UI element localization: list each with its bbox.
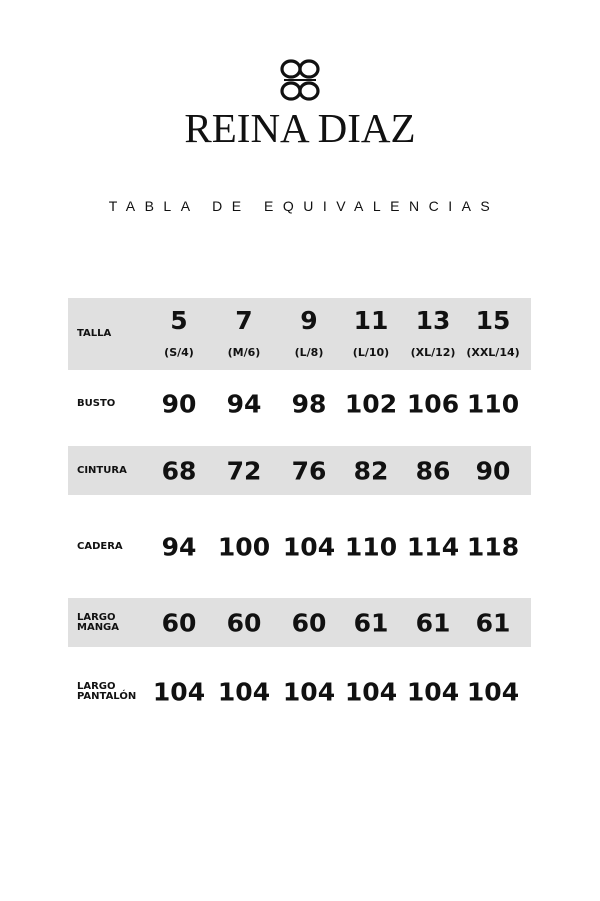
measurement-cell: 102	[344, 389, 398, 418]
row-label: CADERA	[77, 540, 123, 552]
size-number: 5	[170, 306, 188, 335]
row-label: LARGO MANGA	[77, 611, 120, 633]
brand-name: REINA DIAZ	[184, 105, 416, 151]
size-number: 15	[475, 306, 511, 335]
table-row: CINTURA 68 72 76 82 86 90	[68, 446, 531, 495]
row-label-line: CINTURA	[77, 464, 127, 476]
measurement-cell: 94	[161, 532, 197, 561]
measurement-cell: 90	[475, 456, 511, 485]
measurement-cell: 100	[217, 532, 271, 561]
measurement-cell: 60	[226, 608, 262, 637]
measurement-cell: 118	[466, 532, 520, 561]
measurement-cell: 104	[282, 532, 336, 561]
measurement-cell: 104	[217, 677, 271, 706]
size-number: 9	[300, 306, 318, 335]
measurement-cell: 61	[415, 608, 451, 637]
size-equivalent: (XXL/14)	[466, 346, 520, 359]
table-row: LARGO MANGA 60 60 60 61 61 61	[68, 598, 531, 647]
measurement-cell: 104	[406, 677, 460, 706]
table-row: BUSTO 90 94 98 102 106 110	[68, 379, 531, 428]
measurement-cell: 60	[291, 608, 327, 637]
measurement-cell: 110	[466, 389, 520, 418]
size-number: 11	[353, 306, 389, 335]
table-header-row: TALLA 5 7 9 11 13 15 (S/4) (M/6) (L/8) (…	[68, 298, 531, 370]
measurement-cell: 61	[475, 608, 511, 637]
measurement-cell: 104	[152, 677, 206, 706]
table-row: LARGO PANTALÓN 104 104 104 104 104 104	[68, 667, 531, 716]
row-label: LARGO PANTALÓN	[77, 680, 137, 702]
measurement-cell: 114	[406, 532, 460, 561]
page-title: TABLA DE EQUIVALENCIAS	[108, 198, 500, 214]
measurement-cell: 72	[226, 456, 262, 485]
row-label: CINTURA	[77, 464, 127, 476]
measurement-cell: 104	[344, 677, 398, 706]
size-equivalent: (M/6)	[227, 346, 261, 359]
measurement-cell: 110	[344, 532, 398, 561]
measurement-cell: 82	[353, 456, 389, 485]
row-label: TALLA	[77, 328, 112, 339]
row-label-line: LARGO	[77, 680, 116, 692]
measurement-cell: 68	[161, 456, 197, 485]
measurement-cell: 86	[415, 456, 451, 485]
row-label-line: MANGA	[77, 621, 120, 633]
knot-emblem-icon	[280, 59, 320, 101]
row-label-line: PANTALÓN	[77, 690, 137, 702]
measurement-cell: 90	[161, 389, 197, 418]
size-equivalent: (L/10)	[352, 346, 390, 359]
measurement-cell: 104	[282, 677, 336, 706]
row-label-line: CADERA	[77, 540, 123, 552]
size-equivalent: (L/8)	[294, 346, 324, 359]
row-label-line: BUSTO	[77, 397, 116, 409]
measurement-cell: 61	[353, 608, 389, 637]
measurement-cell: 60	[161, 608, 197, 637]
measurement-cell: 98	[291, 389, 327, 418]
size-number: 13	[415, 306, 451, 335]
row-label-line: LARGO	[77, 611, 116, 623]
measurement-cell: 106	[406, 389, 460, 418]
row-label: BUSTO	[77, 397, 116, 409]
measurement-cell: 94	[226, 389, 262, 418]
measurement-cell: 104	[466, 677, 520, 706]
measurement-cell: 76	[291, 456, 327, 485]
size-equivalent: (S/4)	[164, 346, 194, 359]
table-row: CADERA 94 100 104 110 114 118	[68, 522, 531, 571]
size-number: 7	[235, 306, 253, 335]
size-equivalent: (XL/12)	[410, 346, 456, 359]
